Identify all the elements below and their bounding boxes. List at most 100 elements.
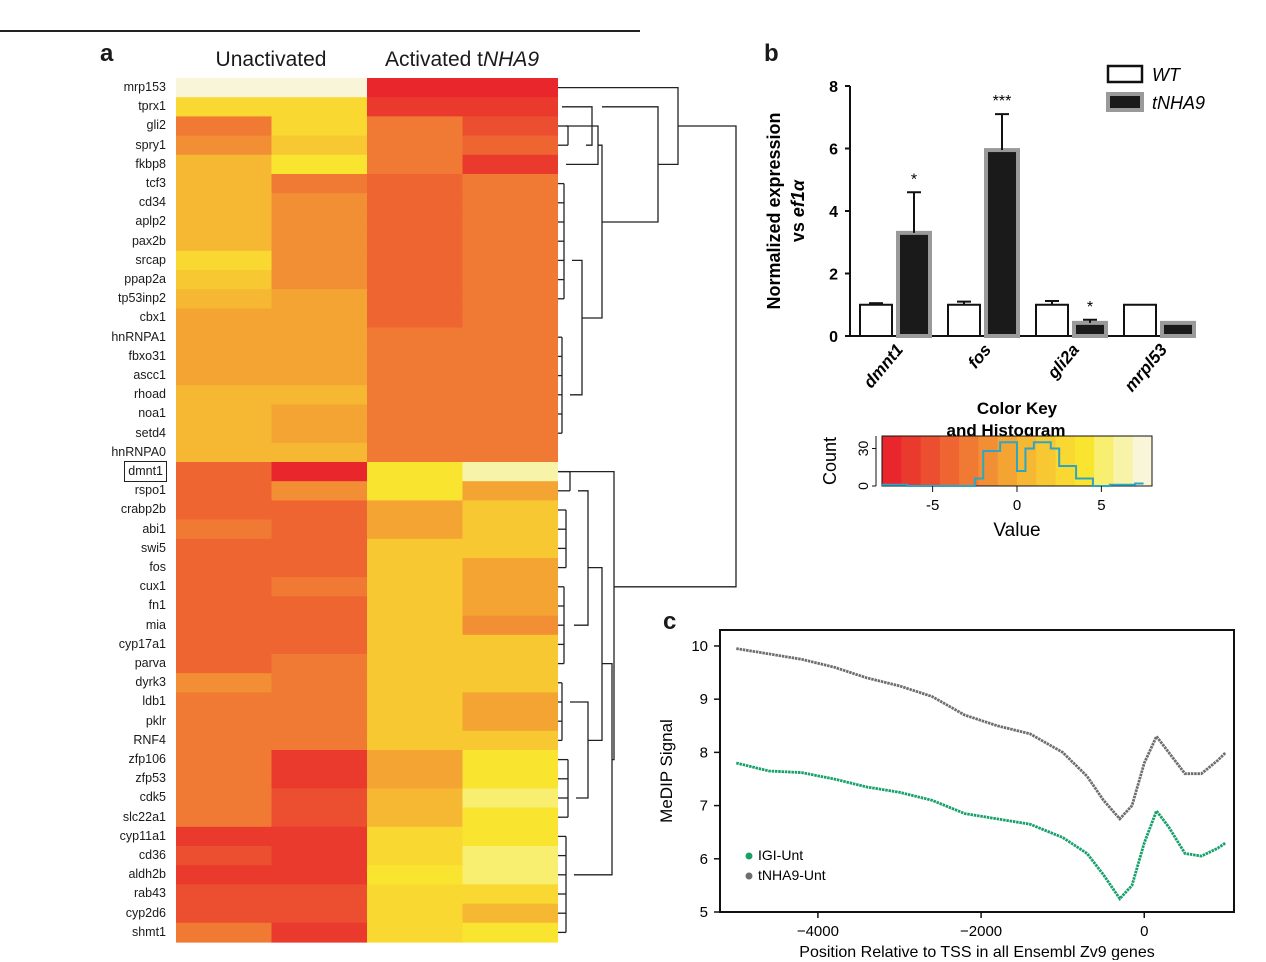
heatmap-cell-aplp2-3	[462, 212, 558, 233]
line-legend-label-tNHA9-Unt: tNHA9-Unt	[758, 867, 826, 883]
gene-label-aldh2b: aldh2b	[128, 867, 166, 882]
heatmap-cell-aldh2b-0	[176, 865, 273, 885]
heatmap-cell-fbxo31-3	[462, 346, 558, 367]
key-swatch-4	[959, 436, 979, 486]
heatmap-cell-spry1-2	[367, 135, 464, 156]
heatmap-cell-zfp53-0	[176, 769, 273, 789]
heatmap-cell-ppap2a-1	[271, 270, 368, 290]
heatmap-cell-ascc1-1	[271, 366, 368, 386]
bar-WT-fos	[947, 303, 981, 337]
heatmap-cell-rab43-2	[367, 884, 464, 905]
key-title-1: Color Key	[977, 399, 1058, 418]
bar-y-label-italic: ef1α	[788, 179, 808, 217]
heatmap-cell-rhoad-1	[271, 385, 368, 405]
key-swatch-3	[939, 436, 960, 486]
line-y-tick-label-2: 7	[700, 798, 708, 815]
heatmap-cell-crabp2b-1	[271, 500, 368, 521]
heatmap-cell-crabp2b-2	[367, 500, 464, 521]
line-legend-label-IGI-Unt: IGI-Unt	[758, 847, 803, 863]
gene-label-crabp2b: crabp2b	[120, 502, 166, 517]
heatmap-cell-rhoad-3	[462, 385, 558, 405]
heatmap-cell-cbx1-0	[176, 308, 273, 329]
heatmap-cell-aplp2-2	[367, 212, 464, 233]
heatmap-cell-spry1-0	[176, 135, 273, 156]
heatmap-cell-ldb1-1	[271, 692, 368, 713]
gene-label-ascc1: ascc1	[133, 368, 166, 382]
heatmap-cell-tcf3-2	[367, 174, 464, 194]
heatmap-cell-mrp153-2	[367, 78, 464, 98]
gene-label-RNF4: RNF4	[133, 732, 166, 747]
bar-WT-gli2a	[1035, 303, 1069, 337]
heatmap-cell-abi1-1	[271, 519, 368, 540]
gene-label-dyrk3: dyrk3	[135, 675, 166, 690]
gene-label-cbx1: cbx1	[139, 310, 166, 325]
key-swatch-9	[1055, 436, 1076, 486]
key-title-2: and Histogram	[946, 421, 1065, 440]
panel-c-label: c	[663, 608, 677, 635]
heatmap-cell-RNF4-0	[176, 730, 273, 751]
heatmap-cell-fkbp8-3	[462, 154, 558, 175]
gene-label-tprx1: tprx1	[138, 99, 166, 114]
gene-label-mrp153: mrp153	[123, 80, 166, 94]
line-series-IGI-Unt	[735, 761, 1227, 901]
bar-tNHA9-gli2a	[1072, 320, 1108, 338]
heatmap-cell-cyp2d6-2	[367, 903, 464, 924]
heatmap-cell-mrp153-0	[176, 78, 273, 98]
heatmap-cell-cux1-0	[176, 577, 273, 597]
dendro-branch-9	[588, 566, 603, 742]
key-swatch-11	[1094, 436, 1114, 486]
heatmap-cell-abi1-0	[176, 519, 273, 540]
gene-label-srcap: srcap	[135, 252, 166, 267]
heatmap-cell-cux1-2	[367, 577, 464, 597]
heatmap-cell-dmnt1-3	[462, 462, 558, 482]
legend-label-tNHA9: tNHA9	[1152, 93, 1205, 113]
heatmap-cell-dyrk3-1	[271, 673, 368, 693]
heatmap-cell-fkbp8-2	[367, 154, 464, 175]
heatmap-cell-RNF4-3	[462, 730, 558, 751]
heatmap-cell-zfp53-3	[462, 769, 558, 789]
heatmap-cell-hnRNPA1-3	[462, 327, 558, 348]
heatmap-cell-dmnt1-2	[367, 462, 464, 482]
heatmap-cell-cbx1-3	[462, 308, 558, 329]
heatmap-cell-rspo1-3	[462, 481, 558, 501]
heatmap-cell-shmt1-3	[462, 922, 558, 943]
heatmap-cell-hnRNPA0-0	[176, 442, 273, 463]
gene-label-tcf3: tcf3	[145, 176, 166, 190]
heatmap-cell-hnRNPA0-2	[367, 442, 464, 463]
heatmap-cell-cdk5-2	[367, 788, 464, 809]
heatmap-cell-mrp153-3	[462, 78, 558, 98]
heatmap-cell-rab43-0	[176, 884, 273, 905]
heatmap-cell-hnRNPA0-1	[271, 442, 368, 463]
heatmap-cell-fn1-1	[271, 596, 368, 617]
bar-x-label-mrpl53: mrpl53	[1121, 340, 1172, 395]
heatmap-cell-shmt1-1	[271, 922, 368, 943]
gene-label-shmt1: shmt1	[131, 924, 166, 939]
heatmap-cell-RNF4-2	[367, 730, 464, 751]
bar-tNHA9-mrpl53	[1160, 320, 1196, 338]
heatmap-cell-tcf3-3	[462, 174, 558, 194]
gene-label-cdk5: cdk5	[139, 790, 166, 805]
heatmap-cell-cdk5-0	[176, 788, 273, 809]
gene-label-rhoad: rhoad	[134, 387, 166, 402]
heatmap-cell-fn1-2	[367, 596, 464, 617]
heatmap-cell-tp53inp2-1	[271, 289, 368, 309]
heatmap-cell-swi5-2	[367, 538, 464, 559]
key-x-tick-label-0: -5	[926, 497, 939, 514]
heatmap-cell-pklr-0	[176, 711, 273, 732]
heatmap-cell-cd34-3	[462, 193, 558, 213]
line-x-tick-label-2: 0	[1140, 923, 1148, 940]
line-y-tick-label-1: 6	[700, 851, 708, 868]
line-y-tick-label-4: 9	[700, 691, 708, 708]
heatmap-cell-slc22a1-2	[367, 807, 464, 828]
heatmap-cell-rhoad-2	[367, 385, 464, 405]
heatmap-cell-aplp2-1	[271, 212, 368, 233]
heatmap-cell-cd34-2	[367, 193, 464, 213]
line-y-label: MeDIP Signal	[657, 719, 676, 823]
heatmap-cell-swi5-1	[271, 538, 368, 559]
key-swatch-1	[901, 436, 922, 486]
heatmap-cell-cyp17a1-2	[367, 634, 464, 655]
heatmap-cell-parva-3	[462, 654, 558, 674]
gene-label-dmnt1: dmnt1	[124, 461, 167, 482]
dendro-branch-11	[558, 470, 615, 761]
heatmap-cell-fkbp8-1	[271, 154, 368, 175]
